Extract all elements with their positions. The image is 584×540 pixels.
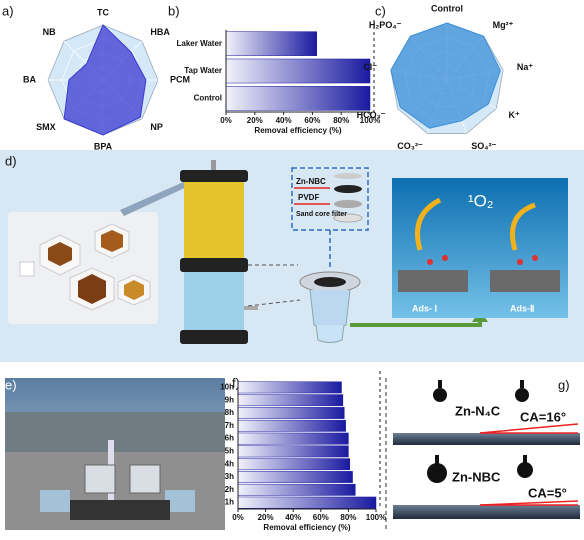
x-tick-label: 80% xyxy=(340,513,356,522)
category-label: H₂PO₄⁻ xyxy=(369,20,402,30)
water-scene xyxy=(392,178,568,318)
x-tick-label: 0% xyxy=(232,513,244,522)
x-tick-label: 20% xyxy=(247,116,263,125)
x-axis-label: Removal efficiency (%) xyxy=(263,523,350,532)
category-label: SO₄²⁻ xyxy=(471,141,496,151)
category-label: NB xyxy=(43,27,56,37)
category-label: CO₃²⁻ xyxy=(397,141,423,151)
category-label: 10h xyxy=(220,383,234,392)
layer-label: Sand core filter xyxy=(296,211,347,218)
filter-column xyxy=(180,160,301,344)
bar xyxy=(237,419,346,432)
category-label: TC xyxy=(97,7,109,17)
species-label: ¹O₂ xyxy=(468,191,493,210)
panel-label: f) xyxy=(232,375,240,390)
x-tick-label: 40% xyxy=(285,513,301,522)
category-label: 9h xyxy=(225,395,234,404)
category-label: 7h xyxy=(225,421,234,430)
panel-label: g) xyxy=(558,377,570,392)
category-label: HCO₃⁻ xyxy=(357,110,386,120)
layer-label: Zn-NBC xyxy=(296,177,326,186)
angle-label: CA=16° xyxy=(520,409,566,424)
category-label: BPA xyxy=(94,141,113,151)
x-tick-label: 60% xyxy=(313,513,329,522)
sample-label: Zn-NBC xyxy=(452,469,501,484)
bar xyxy=(237,432,349,445)
category-label: Mg²⁺ xyxy=(493,20,514,30)
panel-label: e) xyxy=(5,377,17,392)
category-label: 1h xyxy=(225,498,234,507)
filter-cup xyxy=(299,271,361,343)
category-label: SMX xyxy=(36,122,56,132)
layer-box xyxy=(291,167,369,268)
bar xyxy=(237,407,345,419)
x-tick-label: 100% xyxy=(366,513,386,522)
x-tick-label: 80% xyxy=(333,116,349,125)
bar xyxy=(225,31,317,56)
bar xyxy=(237,381,342,394)
site-label: Ads-Ⅱ xyxy=(510,303,534,313)
bar xyxy=(237,471,353,483)
category-label: 2h xyxy=(225,485,234,494)
contact-angle-images xyxy=(393,380,580,519)
sample-label: Zn-N₄C xyxy=(455,403,501,418)
x-tick-label: 100% xyxy=(360,116,380,125)
layer-label: PVDF xyxy=(298,193,319,202)
category-label: Tap Water xyxy=(184,66,222,75)
category-label: Control xyxy=(194,93,222,102)
category-label: NP xyxy=(150,122,163,132)
arrow xyxy=(350,322,482,327)
site-label: Ads- Ⅰ xyxy=(412,303,437,313)
category-label: 4h xyxy=(225,459,234,468)
x-axis-label: Removal efficiency (%) xyxy=(254,126,341,135)
x-tick-label: 0% xyxy=(220,116,232,125)
panel-label: d) xyxy=(5,153,17,168)
bar xyxy=(237,394,344,407)
category-label: Laker Water xyxy=(177,39,223,48)
category-label: Control xyxy=(431,3,463,13)
category-label: HBA xyxy=(150,27,170,37)
category-label: 6h xyxy=(225,434,234,443)
angle-label: CA=5° xyxy=(528,485,567,500)
category-label: Na⁺ xyxy=(517,62,534,72)
category-label: BA xyxy=(23,74,36,84)
panel-label: c) xyxy=(375,3,386,18)
bar xyxy=(237,496,377,509)
radar-area xyxy=(390,22,501,129)
category-label: Cl⁻ xyxy=(363,62,377,72)
category-label: K⁺ xyxy=(508,110,519,120)
x-tick-label: 60% xyxy=(304,116,320,125)
category-label: PCM xyxy=(170,74,190,84)
bar xyxy=(225,86,371,111)
bar xyxy=(237,483,356,496)
category-label: 3h xyxy=(225,472,234,481)
photo xyxy=(5,378,225,530)
radar-area xyxy=(63,24,147,136)
hexagon-network xyxy=(8,212,158,324)
x-tick-label: 40% xyxy=(276,116,292,125)
category-label: 8h xyxy=(225,408,234,417)
panel-label: b) xyxy=(168,3,180,18)
x-tick-label: 20% xyxy=(258,513,274,522)
bar xyxy=(237,458,351,471)
bar xyxy=(225,58,371,84)
arrow xyxy=(120,172,205,216)
panel-label: a) xyxy=(2,3,14,18)
category-label: 5h xyxy=(225,447,234,456)
bar xyxy=(237,445,349,458)
